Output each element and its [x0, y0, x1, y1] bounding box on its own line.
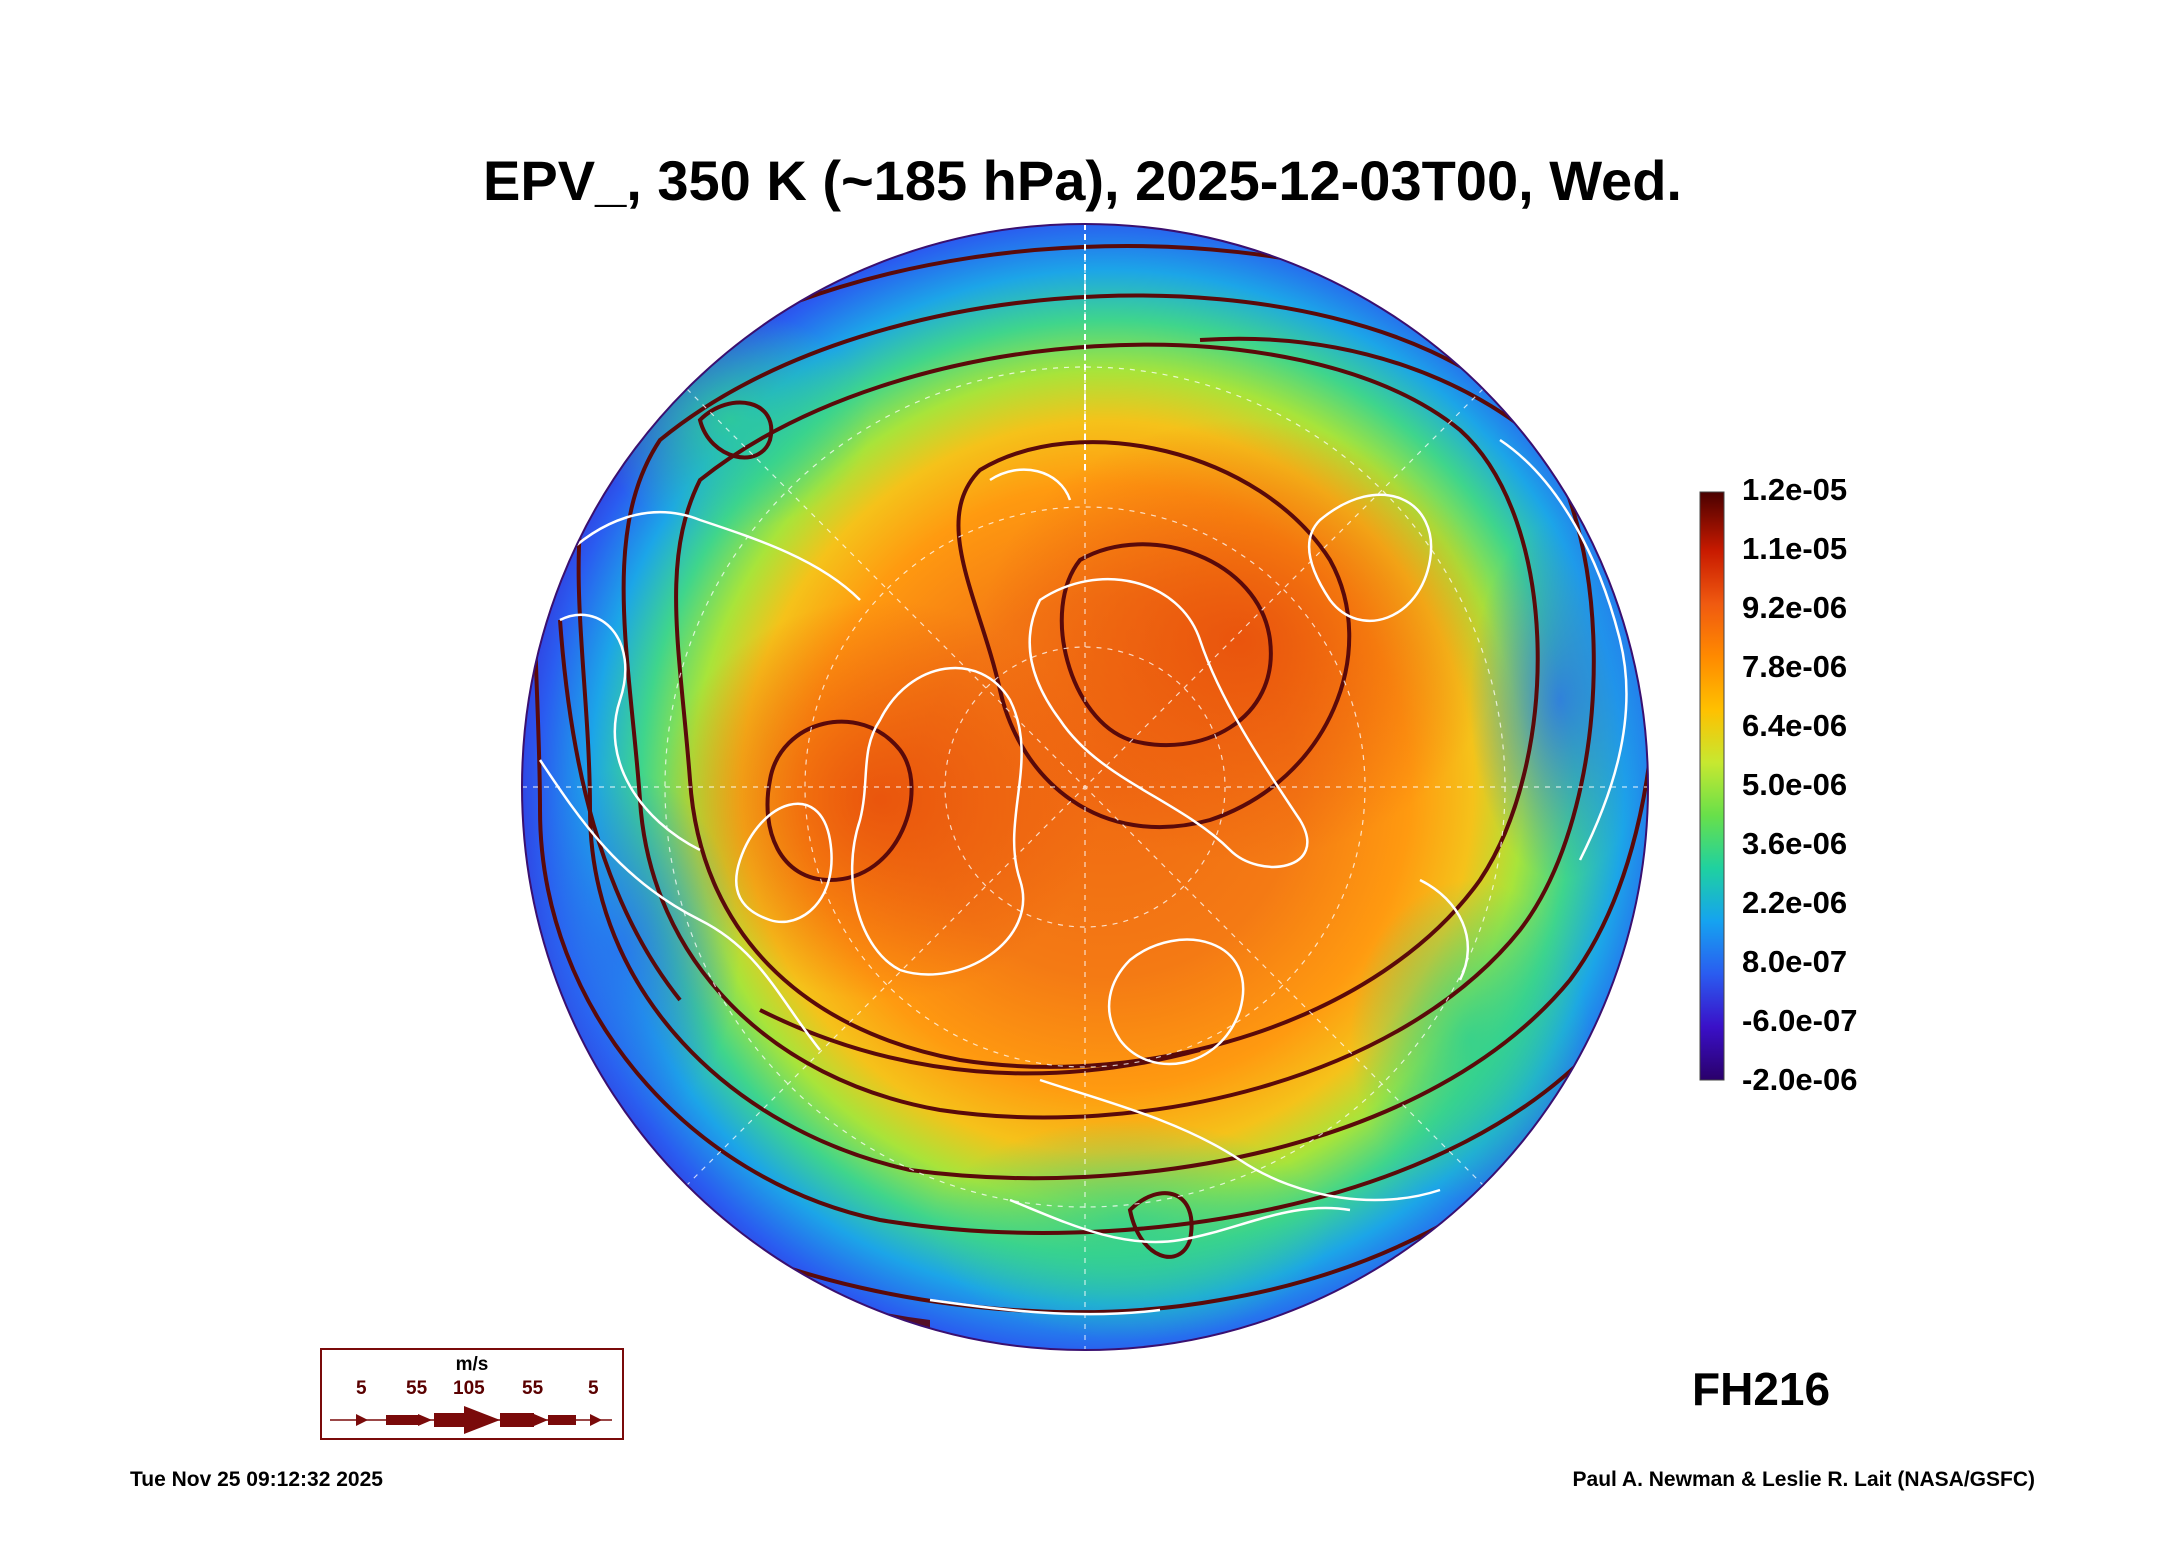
- globe-outline: [521, 223, 1649, 1351]
- epv-field: [522, 224, 1648, 1350]
- colorbar-label: 8.0e-07: [1742, 944, 1847, 979]
- colorbar-label: 2.2e-06: [1742, 885, 1847, 920]
- credit: Paul A. Newman & Leslie R. Lait (NASA/GS…: [1572, 1468, 2035, 1491]
- plot-title: EPV_, 350 K (~185 hPa), 2025-12-03T00, W…: [483, 149, 1682, 212]
- graticule: [522, 224, 1648, 1350]
- wind-legend-value: 55: [522, 1378, 544, 1399]
- coastlines: [538, 438, 1628, 1316]
- wind-legend-value: 5: [356, 1378, 367, 1399]
- wind-legend-arrow: [330, 1406, 612, 1434]
- colorbar-label: 9.2e-06: [1742, 590, 1847, 625]
- wind-legend-unit: m/s: [455, 1354, 489, 1375]
- colorbar-label: -6.0e-07: [1742, 1003, 1857, 1038]
- colorbar-label: 7.8e-06: [1742, 649, 1847, 684]
- wind-speed-legend: m/s 5 55 105 55 5: [320, 1348, 624, 1440]
- colorbar-label: 1.1e-05: [1742, 531, 1847, 566]
- colorbar-labels: 1.2e-05 1.1e-05 9.2e-06 7.8e-06 6.4e-06 5.0e-…: [1742, 472, 1857, 1097]
- timestamp: Tue Nov 25 09:12:32 2025: [130, 1468, 383, 1491]
- colorbar-label: -2.0e-06: [1742, 1062, 1857, 1097]
- wind-legend-value: 105: [453, 1378, 485, 1399]
- colorbar-ramp: [1699, 491, 1725, 1081]
- colorbar-label: 1.2e-05: [1742, 472, 1847, 507]
- forecast-hour: FH216: [1692, 1363, 1831, 1415]
- colorbar-label: 5.0e-06: [1742, 767, 1847, 802]
- wind-legend-value: 55: [406, 1378, 428, 1399]
- colorbar: 1.2e-05 1.1e-05 9.2e-06 7.8e-06 6.4e-06 5.0e-…: [1699, 472, 1857, 1097]
- wind-legend-value: 5: [588, 1378, 599, 1399]
- colorbar-label: 6.4e-06: [1742, 708, 1847, 743]
- colorbar-label: 3.6e-06: [1742, 826, 1847, 861]
